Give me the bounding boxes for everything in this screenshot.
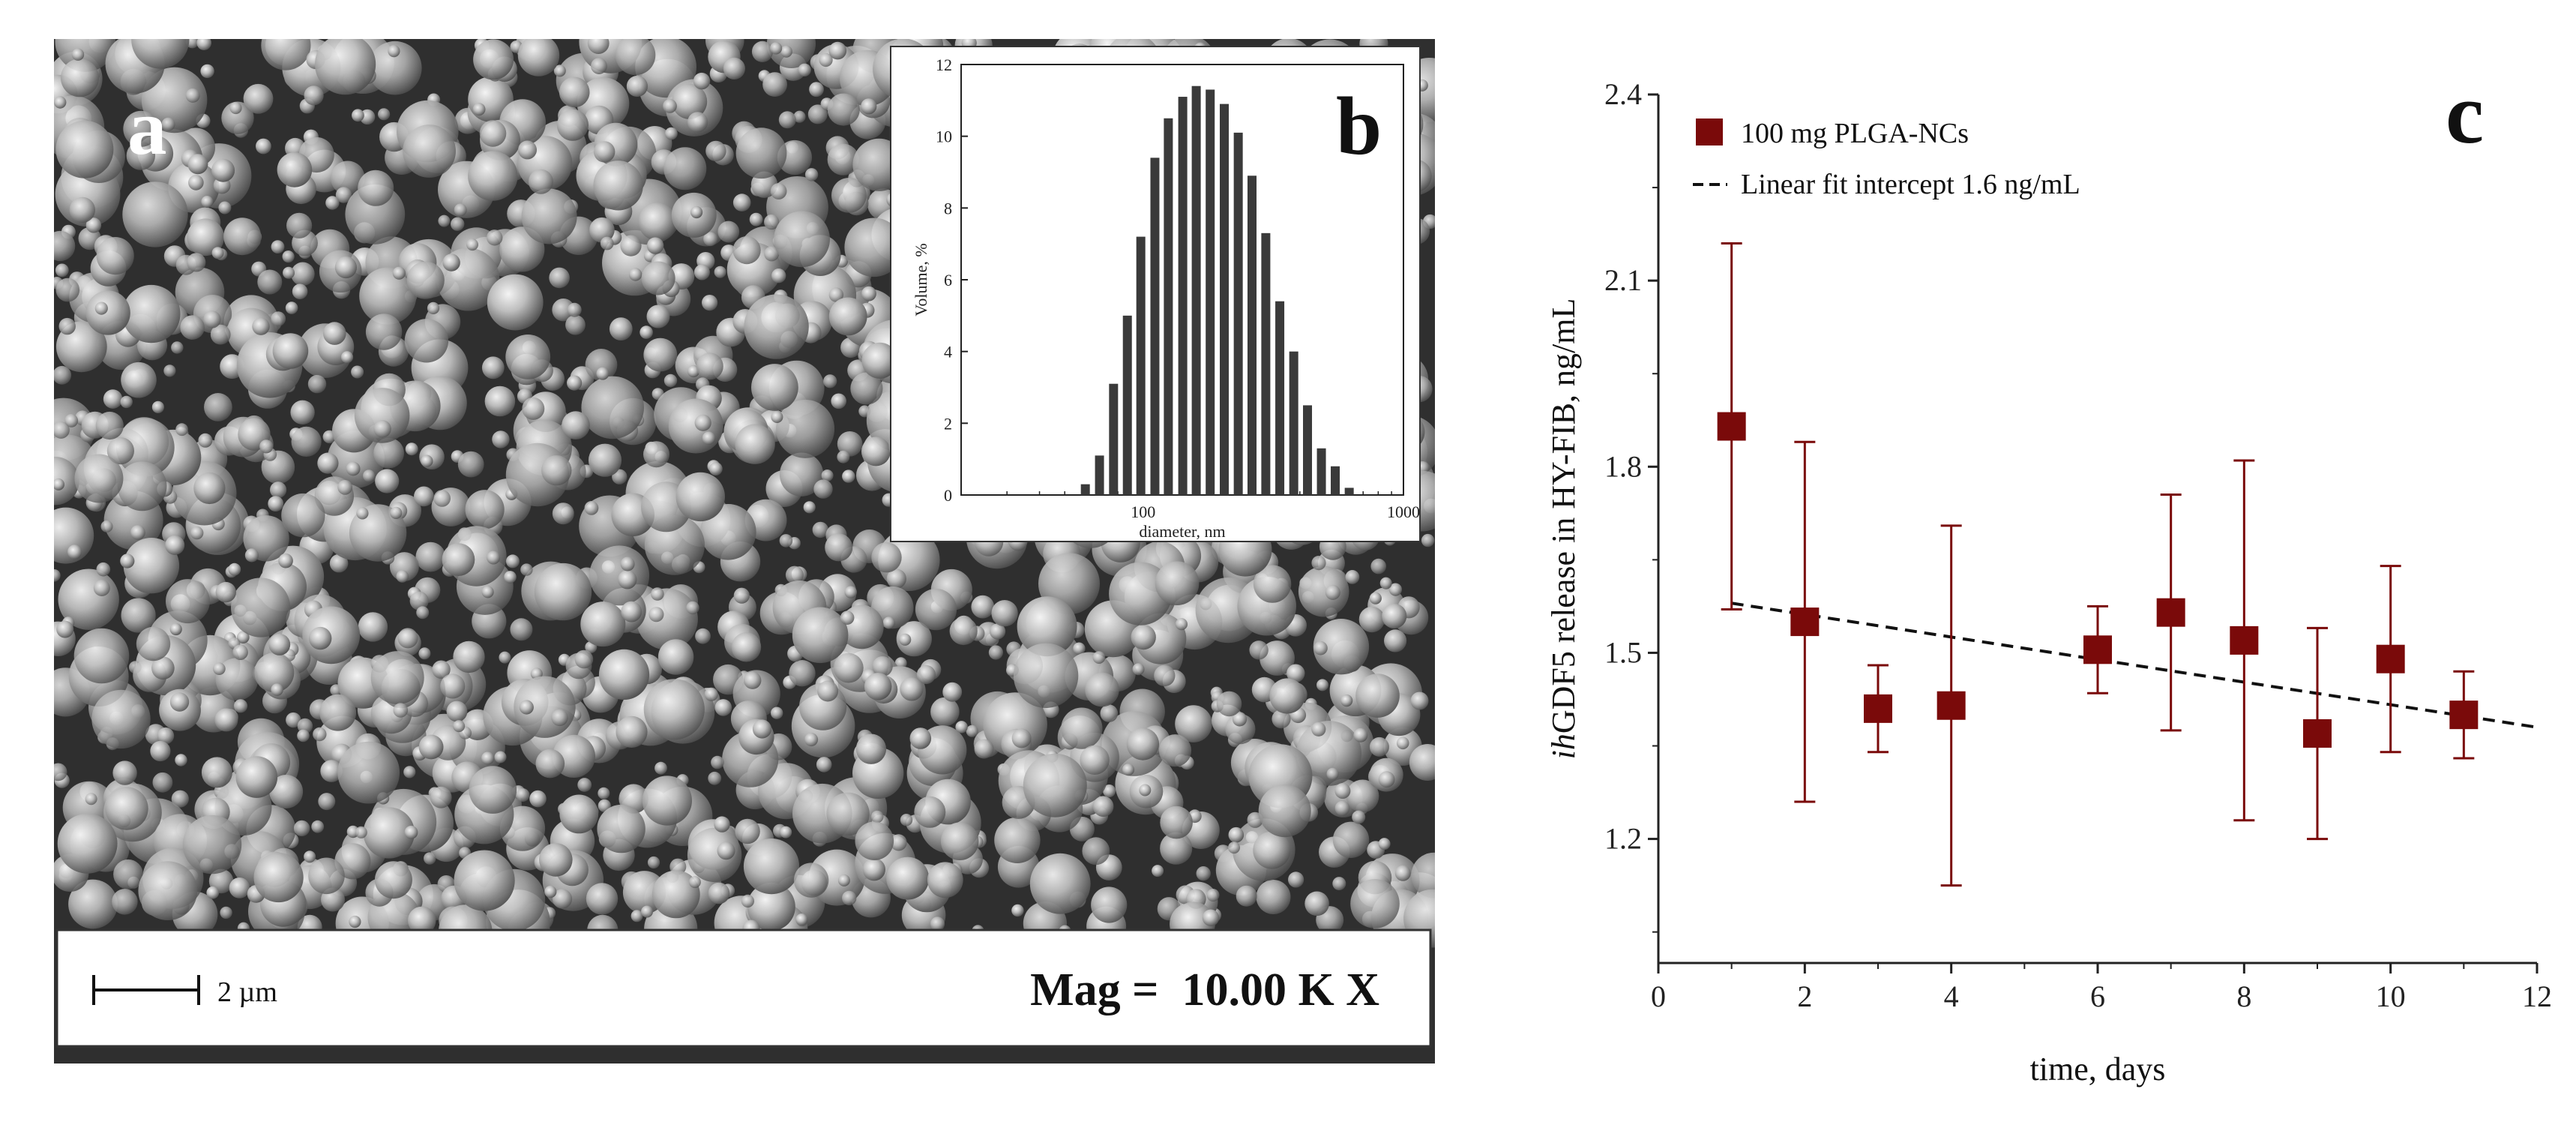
data-point: [1936, 691, 1966, 720]
legend-label-series: 100 mg PLGA-NCs: [1741, 118, 1969, 149]
data-point: [1864, 694, 1892, 723]
y-tick-label: 8: [944, 199, 952, 218]
legend-label-fit: Linear fit intercept 1.6 ng/mL: [1741, 169, 2080, 200]
data-point: [1717, 412, 1746, 441]
x-tick-label: 0: [1651, 980, 1666, 1013]
histogram-bar: [1164, 118, 1173, 495]
magnification-label: Mag = 10.00 K X: [1030, 964, 1379, 1016]
y-tick-label: 1.8: [1604, 449, 1642, 483]
histogram-bar: [1080, 484, 1090, 495]
y-tick-label: 6: [944, 271, 952, 290]
histogram-bar: [1233, 132, 1243, 495]
histogram-bar: [1316, 448, 1326, 495]
data-point: [2376, 644, 2405, 674]
histogram-bar: [1191, 86, 1201, 495]
histogram-bar: [1344, 488, 1354, 495]
x-tick-label: 12: [2522, 980, 2552, 1013]
y-axis-label: Volume, %: [912, 243, 930, 316]
histogram-bar: [1247, 176, 1257, 496]
y-tick-label: 0: [944, 486, 952, 505]
linear-fit-line: [1731, 602, 2538, 729]
y-tick-label: 12: [936, 56, 952, 74]
histogram-bar: [1109, 383, 1119, 495]
y-tick-label: 4: [944, 343, 952, 362]
x-tick-label: 8: [2236, 980, 2251, 1013]
histogram-bar: [1136, 236, 1146, 495]
release-plot-area: 1.2 1.5 1.8 2.1 2.4 0 2 4 6 8 10 12 100 mg PLGA-NCs L…: [1545, 77, 2552, 1088]
panel-c-label: c: [2446, 66, 2484, 161]
histogram-bar: [1289, 351, 1298, 495]
panel-b-label: b: [1336, 80, 1382, 172]
x-tick-label: 100: [1131, 502, 1155, 521]
histogram-bar: [1206, 89, 1215, 495]
legend-marker-series: [1696, 118, 1723, 146]
x-tick-label: 10: [2376, 980, 2406, 1013]
size-distribution-inset: 0 2 4 6 8 10 12 100 1000 diameter, nm Volume, % b: [890, 46, 1421, 542]
x-axis-label: diameter, nm: [1139, 522, 1225, 541]
data-point: [1790, 608, 1820, 637]
data-point: [2449, 700, 2479, 730]
x-tick-label: 2: [1797, 980, 1812, 1013]
x-tick-label: 1000: [1387, 502, 1420, 521]
y-tick-label: 1.2: [1604, 822, 1642, 856]
histogram-bar: [1122, 315, 1132, 495]
y-tick-label: 1.5: [1604, 635, 1642, 669]
histogram-bar: [1275, 301, 1285, 495]
data-point: [2230, 626, 2259, 655]
y-tick-label: 10: [936, 128, 952, 146]
scale-bar-label: 2 µm: [217, 976, 277, 1008]
x-tick-label: 4: [1944, 980, 1959, 1013]
histogram-bar: [1219, 104, 1229, 495]
x-tick-label: 6: [2090, 980, 2105, 1013]
data-point: [2156, 598, 2185, 627]
histogram-bar: [1303, 405, 1313, 495]
y-axis-label: ihGDF5 release in HY-FIB, ng/mL: [1545, 298, 1582, 760]
histogram-bar: [1261, 232, 1271, 495]
panel-a-label: a: [127, 83, 167, 171]
y-tick-label: 2: [944, 414, 952, 433]
histogram-bar: [1095, 455, 1104, 495]
data-point: [2083, 635, 2112, 664]
histogram-plot: 0 2 4 6 8 10 12 100 1000 diameter, nm Volume, %: [912, 56, 1420, 541]
histogram-bar: [1178, 97, 1188, 496]
y-tick-label: 2.4: [1604, 77, 1642, 111]
release-chart: 1.2 1.5 1.8 2.1 2.4 0 2 4 6 8 10 12 100 mg PLGA-NCs L…: [1545, 66, 2552, 1088]
histogram-bar: [1150, 158, 1160, 495]
x-axis-label: time, days: [2030, 1051, 2166, 1088]
data-point: [2303, 718, 2332, 748]
histogram-bar: [1331, 466, 1340, 495]
scale-bar: [92, 975, 200, 1005]
sem-info-bar: [55, 928, 1432, 1048]
y-tick-label: 2.1: [1604, 263, 1642, 297]
